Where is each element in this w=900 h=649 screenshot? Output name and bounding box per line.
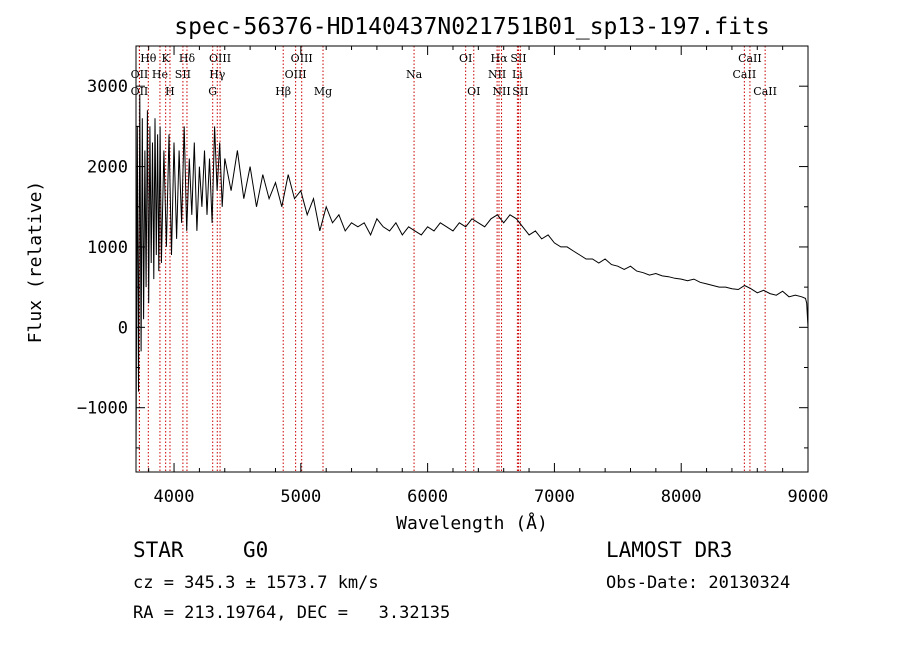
y-tick-label-4: 3000 bbox=[87, 77, 128, 97]
line-label-12: OI bbox=[459, 52, 472, 65]
y-tick-label-0: −1000 bbox=[77, 399, 128, 419]
x-tick-label-2: 6000 bbox=[407, 487, 448, 507]
line-label-4: OIII bbox=[209, 52, 231, 65]
line-label-7: Hβ bbox=[275, 85, 291, 98]
y-tick-label-2: 1000 bbox=[87, 238, 128, 258]
observation-date: Obs-Date: 20130324 bbox=[606, 573, 791, 593]
x-axis-label: Wavelength (Å) bbox=[396, 512, 548, 534]
line-label-9: OIII bbox=[291, 52, 313, 65]
line-label-19: SII bbox=[512, 85, 528, 98]
line-label-21: CaII bbox=[733, 68, 757, 81]
line-label-17: Li bbox=[512, 68, 523, 81]
line-label-10: Mg bbox=[314, 85, 332, 98]
line-label-3: Hδ bbox=[179, 52, 196, 65]
coordinates: RA = 213.19764, DEC = 3.32135 bbox=[133, 603, 451, 623]
line-label-2: K bbox=[162, 52, 171, 65]
plot-frame bbox=[135, 45, 809, 473]
line-label-14: Hα bbox=[490, 52, 508, 65]
redshift-value: cz = 345.3 ± 1573.7 km/s bbox=[133, 573, 379, 593]
line-label-22: CaII bbox=[753, 85, 777, 98]
line-label-16: NII bbox=[488, 68, 506, 81]
line-label-26: OII bbox=[131, 85, 149, 98]
x-tick-label-4: 8000 bbox=[661, 487, 702, 507]
x-tick-label-3: 7000 bbox=[534, 487, 575, 507]
x-axis: 4000 5000 6000 7000 8000 9000 bbox=[148, 46, 829, 507]
y-axis-label: Flux (relative) bbox=[25, 181, 46, 344]
y-axis: −1000 0 1000 2000 3000 bbox=[77, 45, 808, 449]
line-label-11: Na bbox=[406, 68, 423, 81]
line-label-24: SII bbox=[175, 68, 191, 81]
line-label-20: CaII bbox=[738, 52, 762, 65]
line-label-5: Hγ bbox=[209, 68, 226, 81]
line-label-8: OIII bbox=[285, 68, 307, 81]
y-tick-label-1: 0 bbox=[118, 318, 128, 338]
x-tick-label-5: 9000 bbox=[788, 487, 829, 507]
chart-title: spec-56376-HD140437N021751B01_sp13-197.f… bbox=[174, 14, 769, 40]
line-label-15: SII bbox=[510, 52, 526, 65]
y-tick-label-3: 2000 bbox=[87, 158, 128, 178]
object-subclass: G0 bbox=[243, 538, 269, 562]
survey-name: LAMOST DR3 bbox=[606, 538, 733, 562]
line-label-18: NII bbox=[492, 85, 510, 98]
line-label-6: G bbox=[208, 85, 217, 98]
x-tick-label-1: 5000 bbox=[280, 487, 321, 507]
line-label-25: H bbox=[165, 85, 175, 98]
object-class: STAR bbox=[133, 538, 184, 562]
x-tick-label-0: 4000 bbox=[154, 487, 195, 507]
line-label-1: He bbox=[152, 68, 168, 81]
spectrum-series-line bbox=[135, 94, 809, 465]
line-label-13: OI bbox=[467, 85, 480, 98]
line-label-0: Hθ bbox=[140, 52, 157, 65]
